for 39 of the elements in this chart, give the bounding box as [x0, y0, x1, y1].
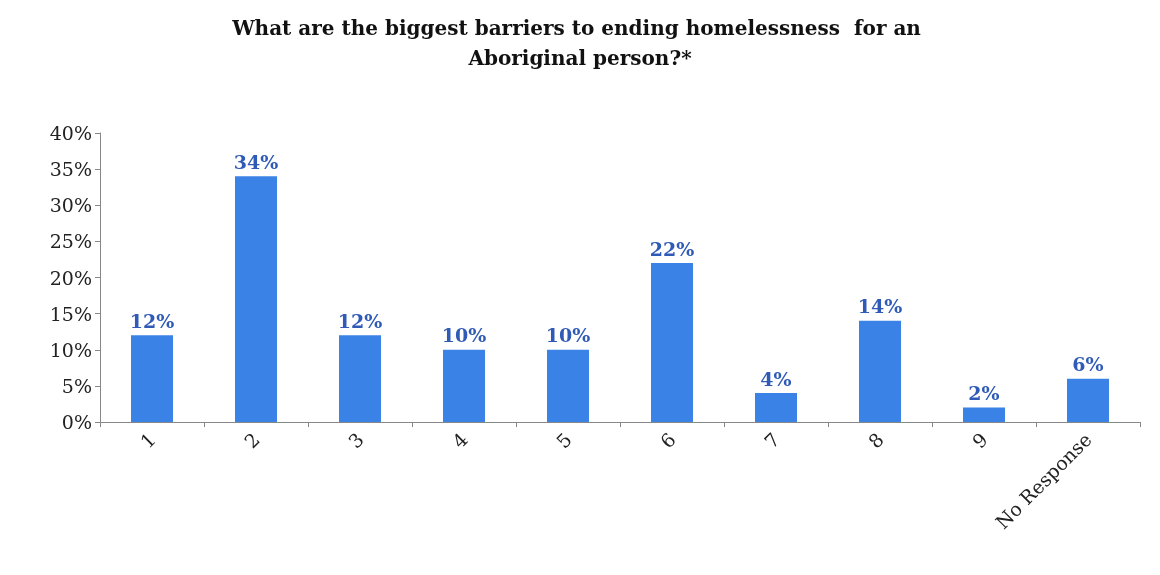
y-tick-label: 20%	[49, 266, 92, 289]
data-label: 34%	[233, 150, 279, 173]
bar	[443, 349, 485, 422]
data-label: 6%	[1072, 353, 1104, 376]
y-tick-label: 40%	[49, 122, 92, 144]
x-tick-label: 5	[551, 428, 576, 453]
bar	[131, 335, 173, 422]
data-label: 12%	[337, 309, 383, 332]
bar	[235, 176, 277, 422]
data-label: 2%	[968, 382, 1000, 405]
x-tick-label: 2	[239, 428, 264, 453]
bar	[859, 320, 901, 422]
data-label: 12%	[129, 309, 175, 332]
y-tick-label: 10%	[49, 338, 92, 361]
data-label: 22%	[649, 237, 695, 260]
data-label: 10%	[441, 324, 487, 347]
data-label: 10%	[545, 324, 591, 347]
y-tick-label: 25%	[49, 230, 92, 253]
y-tick-label: 15%	[49, 302, 92, 325]
chart-title: What are the biggest barriers to ending homelessness for an Aboriginal person?*	[231, 16, 928, 70]
bar	[651, 263, 693, 422]
y-tick-label: 35%	[49, 158, 92, 181]
bar	[547, 349, 589, 422]
x-tick-label: 6	[655, 428, 680, 453]
y-tick-label: 30%	[49, 194, 92, 217]
x-tick-label: 4	[447, 428, 472, 453]
bar	[339, 335, 381, 422]
bar	[1067, 378, 1109, 422]
x-tick-label: 8	[863, 428, 888, 453]
x-tick-label: 9	[967, 428, 992, 453]
x-tick-label: 3	[343, 428, 368, 453]
x-tick-label: 1	[135, 428, 160, 453]
y-tick-label: 0%	[61, 411, 92, 433]
x-tick-label: 7	[759, 428, 784, 453]
data-label: 14%	[857, 295, 903, 318]
data-label: 4%	[760, 367, 792, 390]
y-tick-label: 5%	[61, 374, 92, 397]
bar	[755, 393, 797, 422]
bar	[963, 407, 1005, 422]
